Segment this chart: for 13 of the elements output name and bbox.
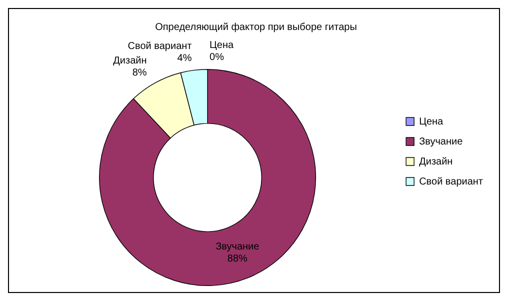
slice-label: Свой вариант (128, 41, 192, 52)
legend-label: Звучание (419, 136, 464, 148)
data-label: 88% (227, 254, 248, 265)
data-label: 8% (132, 68, 147, 79)
legend-label: Свой вариант (419, 176, 484, 188)
legend-label: Дизайн (419, 156, 453, 168)
text: 0% (210, 52, 224, 64)
slice-label: Звучание (216, 242, 260, 253)
chart-title: Определяющий фактор при выборе гитары (155, 22, 357, 33)
slice-label: Дизайн (113, 56, 147, 67)
data-label: 4% (177, 53, 192, 64)
category-label: Цена (210, 40, 234, 52)
legend-label: Цена (419, 116, 444, 128)
